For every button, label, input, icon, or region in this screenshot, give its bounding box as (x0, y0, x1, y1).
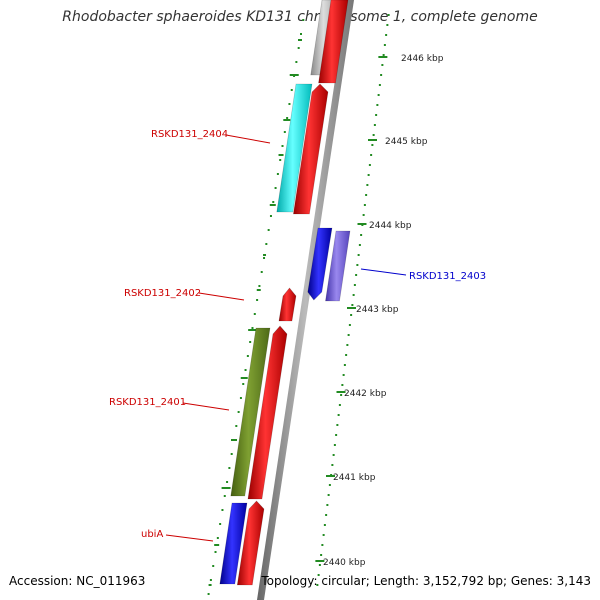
scale-label-2442: 2442 kbp (344, 389, 387, 399)
accession-text: Accession: NC_011963 (9, 574, 146, 588)
gene-bar-red-rskd131-2404 (293, 83, 329, 215)
gene-bar-lavender (325, 230, 351, 302)
gene-label-ubia[interactable]: ubiA (141, 529, 163, 540)
gene-label-rskd131-2402[interactable]: RSKD131_2402 (124, 288, 201, 299)
gene-bar-red-rskd131-2402 (278, 287, 297, 322)
features-group (219, 0, 351, 586)
scale-label-2441: 2441 kbp (333, 473, 376, 483)
scale-label-2445: 2445 kbp (385, 137, 428, 147)
gene-bar-red-rskd131-2401 (247, 325, 288, 500)
topology-text: Topology: circular; Length: 3,152,792 bp… (261, 574, 591, 588)
leader-line-ubia (165, 534, 214, 542)
map-title: Rhodobacter sphaeroides KD131 chromosome… (62, 9, 538, 25)
scale-label-2440: 2440 kbp (323, 558, 366, 568)
gc-ticks-group (207, 19, 305, 595)
backbone-group (257, 0, 354, 600)
gene-bar-red-top (318, 0, 349, 84)
gene-bar-cyan-rskd131-2404 (276, 83, 313, 213)
gene-bar-red-ubia (236, 500, 265, 586)
gene-label-rskd131-2404[interactable]: RSKD131_2404 (151, 129, 228, 140)
leader-line-rskd131-2402 (198, 292, 245, 301)
gene-bar-olive-rskd131-2401 (230, 327, 271, 497)
scale-label-2446: 2446 kbp (401, 54, 444, 64)
leader-line-rskd131-2404 (225, 134, 271, 144)
leader-line-rskd131-2403 (360, 268, 407, 276)
gene-label-rskd131-2403[interactable]: RSKD131_2403 (409, 271, 486, 282)
gene-bar-blue-ubia (219, 502, 248, 585)
leader-line-rskd131-2401 (182, 402, 230, 411)
scale-label-2443: 2443 kbp (356, 305, 399, 315)
genome-backbone (257, 0, 354, 600)
gene-bar-blue-rskd131-2403 (307, 227, 333, 301)
gene-label-rskd131-2401[interactable]: RSKD131_2401 (109, 397, 186, 408)
scale-label-2444: 2444 kbp (369, 221, 412, 231)
scale-ticks-group (315, 14, 390, 586)
